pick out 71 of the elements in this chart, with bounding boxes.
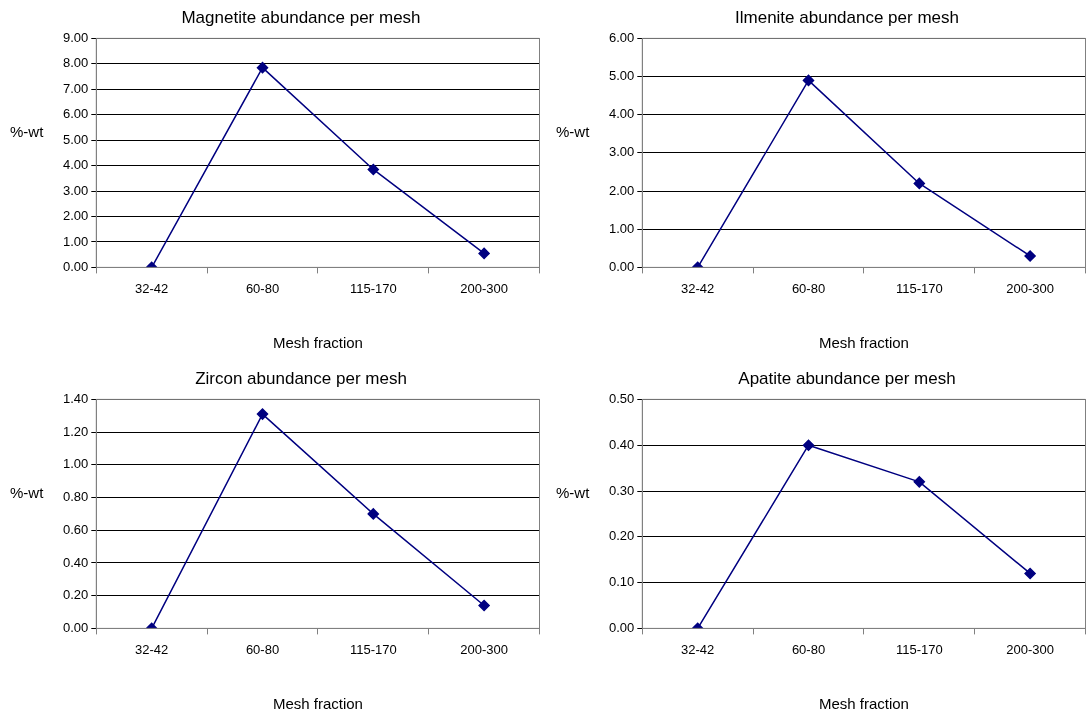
y-tick-label: 1.20 xyxy=(62,423,89,439)
point xyxy=(256,61,269,74)
y-tick-label: 3.00 xyxy=(62,182,89,198)
y-tick-label: 5.00 xyxy=(62,131,89,147)
y-tick-label: 0.40 xyxy=(608,436,635,452)
point xyxy=(478,599,490,612)
y-tick-label: 0.30 xyxy=(608,482,635,498)
point xyxy=(802,439,815,451)
y-tick-label: 2.00 xyxy=(608,182,635,198)
y-axis-title: %-wt xyxy=(556,484,591,502)
y-tick-label: 6.00 xyxy=(62,106,89,122)
y-tick-label: 0.50 xyxy=(608,390,635,406)
y-tick-label: 1.00 xyxy=(62,233,89,249)
x-tick-label: 115-170 xyxy=(895,280,943,296)
x-tick-label: 32-42 xyxy=(135,280,169,296)
chart-title: Zircon abundance per mesh xyxy=(195,368,407,388)
y-tick-label: 3.00 xyxy=(608,144,635,160)
y-tick-label: 0.00 xyxy=(608,258,635,274)
y-tick-label: 0.20 xyxy=(62,587,89,603)
x-tick-label: 115-170 xyxy=(895,641,943,657)
chart-title: Apatite abundance per mesh xyxy=(738,368,956,388)
y-tick-label: 1.00 xyxy=(62,456,89,472)
y-axis-title: %-wt xyxy=(10,484,45,502)
point xyxy=(367,508,380,520)
x-tick-label: 32-42 xyxy=(135,641,169,657)
y-axis-title: %-wt xyxy=(10,123,45,141)
point xyxy=(478,247,490,260)
x-tick-label: 115-170 xyxy=(349,280,397,296)
x-tick-label: 115-170 xyxy=(349,641,397,657)
point xyxy=(913,177,926,190)
y-tick-label: 0.00 xyxy=(62,619,89,635)
y-axis-title: %-wt xyxy=(556,123,591,141)
x-axis-title: Mesh fraction xyxy=(818,695,909,713)
point xyxy=(367,163,380,176)
chart-title: Ilmenite abundance per mesh xyxy=(735,7,959,27)
y-tick-label: 4.00 xyxy=(608,106,635,122)
y-tick-label: 7.00 xyxy=(62,80,89,96)
x-axis-title: Mesh fraction xyxy=(818,334,909,352)
x-axis-title: Mesh fraction xyxy=(272,695,363,713)
x-tick-label: 32-42 xyxy=(681,641,715,657)
y-tick-label: 1.40 xyxy=(62,390,89,406)
y-tick-label: 6.00 xyxy=(608,29,635,45)
x-tick-label: 200-300 xyxy=(460,280,508,296)
y-tick-label: 0.00 xyxy=(62,258,89,274)
y-tick-label: 0.10 xyxy=(608,574,635,590)
y-tick-label: 4.00 xyxy=(62,157,89,173)
x-tick-label: 200-300 xyxy=(1006,280,1054,296)
point xyxy=(256,408,269,420)
x-tick-label: 60-80 xyxy=(791,641,826,657)
y-tick-label: 2.00 xyxy=(62,208,89,224)
x-tick-label: 200-300 xyxy=(1006,641,1054,657)
chart-title: Magnetite abundance per mesh xyxy=(181,7,421,27)
y-tick-label: 1.00 xyxy=(608,220,635,236)
y-tick-label: 0.40 xyxy=(62,554,89,570)
y-tick-label: 0.60 xyxy=(62,521,89,537)
x-tick-label: 60-80 xyxy=(245,280,280,296)
y-tick-label: 9.00 xyxy=(62,29,89,45)
x-tick-label: 32-42 xyxy=(681,280,715,296)
x-axis-title: Mesh fraction xyxy=(272,334,363,352)
y-tick-label: 0.80 xyxy=(62,489,89,505)
x-tick-label: 60-80 xyxy=(791,280,826,296)
y-tick-label: 8.00 xyxy=(62,55,89,71)
point xyxy=(1024,567,1036,580)
point xyxy=(802,74,815,87)
x-tick-label: 60-80 xyxy=(245,641,280,657)
point xyxy=(913,476,926,488)
y-tick-label: 0.20 xyxy=(608,528,635,544)
y-tick-label: 5.00 xyxy=(608,68,635,84)
x-tick-label: 200-300 xyxy=(460,641,508,657)
y-tick-label: 0.00 xyxy=(608,619,635,635)
point xyxy=(1024,250,1036,262)
